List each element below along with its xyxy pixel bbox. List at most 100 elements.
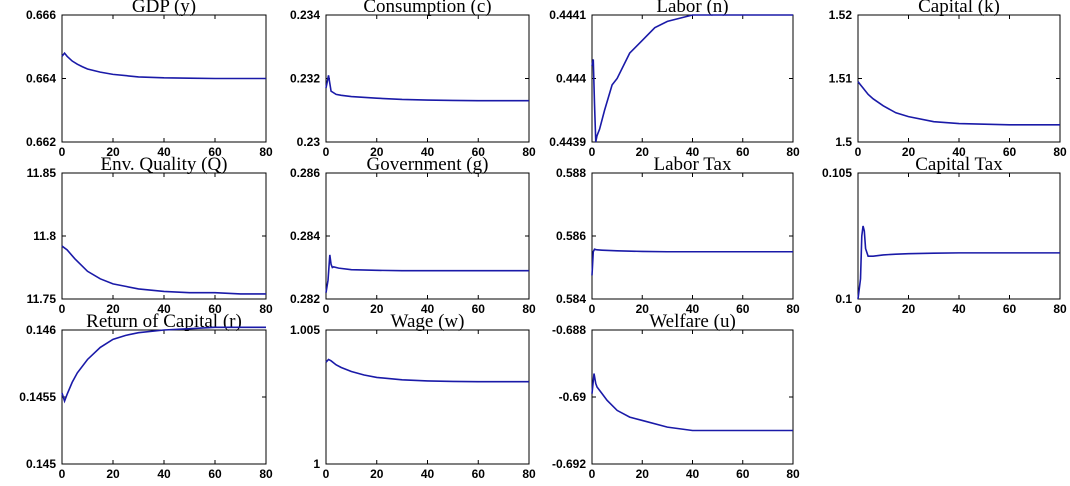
x-tick-label: 0 bbox=[59, 467, 66, 481]
series-line bbox=[61, 326, 266, 404]
x-tick-label: 60 bbox=[472, 145, 486, 159]
x-tick-label: 60 bbox=[1003, 145, 1017, 159]
x-tick-label: 60 bbox=[208, 467, 222, 481]
y-tick-label: 1.5 bbox=[835, 135, 852, 149]
subplot-9: Return of Capital (r) 0 20 40 60 80 0.145 0.145… bbox=[19, 311, 273, 481]
subplot-title: Capital (k) bbox=[918, 0, 1000, 17]
subplot-6: Government (g) 0 20 40 60 80 0.282 0.284 0.286 bbox=[290, 154, 536, 316]
y-tick-label: 0.586 bbox=[556, 229, 586, 243]
x-tick-label: 20 bbox=[370, 467, 384, 481]
y-tick-label: 0.666 bbox=[26, 8, 56, 22]
subplot-title: Welfare (u) bbox=[649, 311, 736, 332]
y-tick-label: 0.286 bbox=[290, 166, 320, 180]
x-tick-label: 20 bbox=[106, 302, 120, 316]
x-tick-label: 80 bbox=[786, 302, 800, 316]
y-tick-label: 0.4439 bbox=[549, 135, 586, 149]
y-tick-label: 1.52 bbox=[829, 8, 853, 22]
subplot-title: Return of Capital (r) bbox=[86, 311, 242, 332]
x-tick-label: 80 bbox=[259, 302, 273, 316]
subplot-4: Capital (k) 0 20 40 60 80 1.5 1.51 1.52 bbox=[829, 0, 1067, 159]
subplot-title: Capital Tax bbox=[915, 154, 1003, 175]
subplot-2: Consumption (c) 0 20 40 60 80 0.23 0.232 0.234 bbox=[290, 0, 536, 159]
y-tick-label: 1.005 bbox=[290, 323, 320, 337]
x-tick-label: 0 bbox=[855, 302, 862, 316]
x-tick-label: 80 bbox=[259, 467, 273, 481]
series-line bbox=[325, 75, 529, 102]
x-tick-label: 40 bbox=[686, 145, 700, 159]
series-line bbox=[591, 248, 793, 276]
x-tick-label: 0 bbox=[323, 302, 330, 316]
x-tick-label: 80 bbox=[522, 145, 536, 159]
x-tick-label: 80 bbox=[259, 145, 273, 159]
y-tick-label: 0.145 bbox=[26, 457, 56, 471]
subplot-title: Government (g) bbox=[367, 154, 489, 175]
x-tick-label: 0 bbox=[323, 467, 330, 481]
x-tick-label: 20 bbox=[636, 467, 650, 481]
y-tick-label: 0.584 bbox=[556, 292, 586, 306]
x-tick-label: 60 bbox=[1003, 302, 1017, 316]
x-tick-label: 40 bbox=[421, 145, 435, 159]
series-line bbox=[61, 51, 266, 80]
series-line bbox=[325, 254, 529, 293]
y-tick-label: 0.232 bbox=[290, 72, 320, 86]
y-tick-label: -0.69 bbox=[559, 390, 587, 404]
x-tick-label: 80 bbox=[1053, 145, 1067, 159]
x-tick-label: 20 bbox=[636, 145, 650, 159]
x-tick-label: 0 bbox=[589, 145, 596, 159]
y-tick-label: -0.692 bbox=[552, 457, 586, 471]
axes-frame bbox=[325, 14, 530, 143]
x-tick-label: 40 bbox=[952, 302, 966, 316]
subplot-11: Welfare (u) 0 20 40 60 80 -0.692 -0.69 -0.688 bbox=[552, 311, 800, 481]
y-tick-label: 0.105 bbox=[822, 166, 852, 180]
x-tick-label: 20 bbox=[902, 145, 916, 159]
axes-frame bbox=[61, 329, 267, 465]
x-tick-label: 40 bbox=[157, 467, 171, 481]
subplot-7: Labor Tax 0 20 40 60 80 0.584 0.586 0.588 bbox=[556, 154, 800, 316]
axes-frame bbox=[325, 172, 530, 300]
x-tick-label: 20 bbox=[370, 302, 384, 316]
x-tick-label: 0 bbox=[855, 145, 862, 159]
y-tick-label: 11.8 bbox=[33, 229, 56, 243]
x-tick-label: 60 bbox=[736, 145, 750, 159]
y-tick-label: 1 bbox=[313, 457, 320, 471]
series-line bbox=[325, 358, 529, 383]
y-tick-label: 0.146 bbox=[26, 323, 56, 337]
y-tick-label: 0.282 bbox=[290, 292, 320, 306]
x-tick-label: 40 bbox=[421, 302, 435, 316]
x-tick-label: 80 bbox=[1053, 302, 1067, 316]
y-tick-label: 0.23 bbox=[297, 135, 321, 149]
x-tick-label: 40 bbox=[686, 467, 700, 481]
x-tick-label: 20 bbox=[106, 467, 120, 481]
x-tick-label: 20 bbox=[370, 145, 384, 159]
y-tick-label: 0.588 bbox=[556, 166, 586, 180]
x-tick-label: 40 bbox=[686, 302, 700, 316]
subplot-5: Env. Quality (Q) 0 20 40 60 80 11.75 11.8 11.85 bbox=[27, 154, 273, 316]
axes-frame bbox=[591, 172, 794, 300]
x-tick-label: 60 bbox=[208, 145, 222, 159]
series-line bbox=[591, 14, 793, 143]
x-tick-label: 60 bbox=[472, 302, 486, 316]
subplot-title: Consumption (c) bbox=[363, 0, 491, 17]
x-tick-label: 80 bbox=[786, 467, 800, 481]
y-tick-label: 0.662 bbox=[26, 135, 56, 149]
subplot-title: GDP (y) bbox=[132, 0, 196, 17]
x-tick-label: 20 bbox=[902, 302, 916, 316]
subplot-10: Wage (w) 0 20 40 60 80 1 1.005 bbox=[290, 311, 536, 481]
axes-frame bbox=[325, 329, 530, 465]
subplot-title: Wage (w) bbox=[391, 311, 465, 332]
x-tick-label: 80 bbox=[522, 302, 536, 316]
axes-frame bbox=[591, 329, 794, 465]
y-tick-label: 11.85 bbox=[27, 166, 57, 180]
y-tick-label: 11.75 bbox=[27, 292, 57, 306]
series-line bbox=[857, 81, 1060, 126]
x-tick-label: 60 bbox=[472, 467, 486, 481]
x-tick-label: 80 bbox=[522, 467, 536, 481]
x-tick-label: 80 bbox=[786, 145, 800, 159]
subplot-title: Labor (n) bbox=[656, 0, 728, 17]
x-tick-label: 40 bbox=[421, 467, 435, 481]
axes-frame bbox=[591, 14, 794, 143]
y-tick-label: 0.444 bbox=[556, 72, 586, 86]
x-tick-label: 0 bbox=[59, 145, 66, 159]
subplot-3: Labor (n) 0 20 40 60 80 0.4439 0.444 0.4441 bbox=[549, 0, 800, 159]
